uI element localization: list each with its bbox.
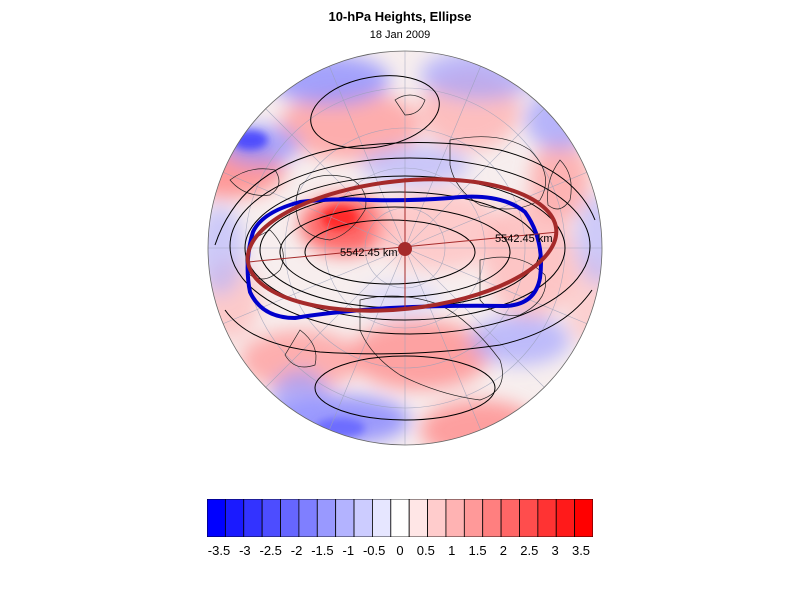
semi-major-label: 5542.45 km [495, 233, 552, 245]
colorbar-tick-label: -3.5 [207, 543, 231, 558]
colorbar-tick-label: -3 [239, 543, 251, 558]
vortex-centroid [398, 242, 412, 256]
colorbar-tick-label: 2.5 [520, 543, 539, 558]
map-date: 18 Jan 2009 [369, 29, 431, 41]
colorbar-swatch [372, 499, 392, 537]
colorbar-swatch [335, 499, 355, 537]
colorbar-swatch [537, 499, 557, 537]
colorbar-swatch [207, 499, 226, 537]
fitted-ellipse [245, 177, 559, 313]
semi-minor-label: 5542.45 km [340, 247, 397, 259]
map-boundary [207, 50, 603, 446]
colorbar-swatch [482, 499, 502, 537]
colorbar-tick-label: 0.5 [416, 543, 435, 558]
colorbar-tick-label: 3.5 [571, 543, 591, 558]
colorbar-swatch [408, 499, 428, 537]
colorbar-tick-label: -0.5 [362, 543, 386, 558]
colorbar-tick-label: -1 [342, 543, 355, 558]
colorbar-swatch [316, 499, 337, 537]
colorbar-swatch [500, 499, 520, 537]
colorbar-swatch [353, 499, 373, 537]
anomaly-field [208, 51, 602, 445]
colorbar-tick-label: -2 [290, 543, 303, 558]
colorbar-tick-label: -2.5 [259, 543, 282, 558]
colorbar-swatch [280, 499, 300, 537]
colorbar-swatch [445, 499, 465, 537]
colorbar-swatch [519, 499, 539, 537]
colorbar-tick-label: 1 [448, 543, 456, 558]
observed-vortex-contour [245, 194, 543, 321]
colorbar-tick-label: 3 [551, 543, 559, 558]
colorbar-tick-label: 2 [499, 543, 508, 558]
colorbar-swatch [224, 499, 245, 537]
colorbar-swatch [574, 499, 593, 537]
colorbar-swatch [243, 499, 263, 537]
colorbar-swatch [298, 499, 318, 537]
colorbar-swatch [261, 499, 281, 537]
colorbar-swatch [390, 499, 410, 537]
colorbar-swatch [555, 499, 576, 537]
colorbar-tick-label: -1.5 [311, 543, 334, 558]
height-contours [214, 75, 596, 421]
colorbar [207, 499, 593, 537]
colorbar-tick-label: 1.5 [468, 543, 487, 558]
colorbar-tick-label: 0 [396, 543, 404, 558]
colorbar-tick-labels: -3.5 -3 -2.5 -2 -1.5 -1 -0.5 0 0.5 1 1.5 2 2.5 3 3.5 [0, 543, 800, 561]
colorbar-swatch [427, 499, 447, 537]
colorbar-swatch [463, 499, 484, 537]
map-title: 10-hPa Heights, Ellipse [328, 9, 472, 24]
